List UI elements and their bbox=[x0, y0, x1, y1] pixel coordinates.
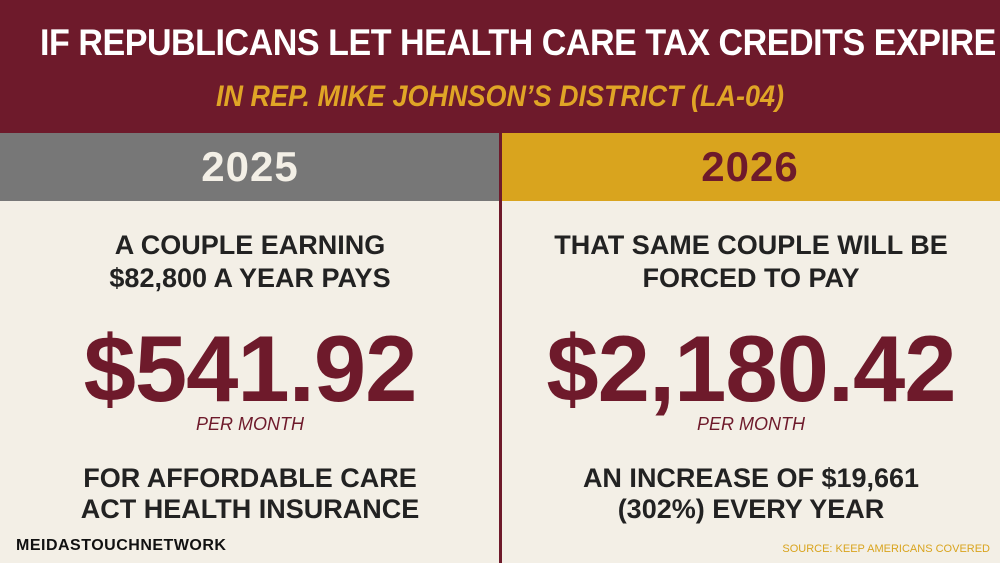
year-2026-header: 2026 bbox=[500, 133, 1000, 201]
lead-text-2026: THAT SAME COUPLE WILL BE FORCED TO PAY bbox=[502, 229, 1000, 295]
headline: IF REPUBLICANS LET HEALTH CARE TAX CREDI… bbox=[40, 22, 996, 63]
lead-line-1: THAT SAME COUPLE WILL BE bbox=[554, 230, 948, 260]
brand-logo-text: MEIDASTOUCHNETWORK bbox=[16, 537, 227, 554]
header-banner: IF REPUBLICANS LET HEALTH CARE TAX CREDI… bbox=[0, 0, 1000, 133]
source-credit: SOURCE: KEEP AMERICANS COVERED bbox=[782, 543, 990, 555]
amount-2026: $2,180.42 bbox=[546, 316, 956, 421]
per-month-label-2026: PER MONTH bbox=[697, 414, 805, 434]
tail-text-2026: AN INCREASE OF $19,661 (302%) EVERY YEAR bbox=[502, 463, 1000, 525]
tail-line-1: FOR AFFORDABLE CARE bbox=[83, 463, 417, 493]
column-2025: A COUPLE EARNING $82,800 A YEAR PAYS $54… bbox=[0, 201, 500, 563]
lead-line-2: FORCED TO PAY bbox=[642, 263, 860, 293]
tail-line-1: AN INCREASE OF $19,661 bbox=[582, 463, 920, 493]
column-divider bbox=[499, 133, 502, 563]
subheadline: IN REP. MIKE JOHNSON’S DISTRICT (LA-04) bbox=[215, 80, 785, 113]
tail-text-2025: FOR AFFORDABLE CARE ACT HEALTH INSURANCE bbox=[0, 463, 500, 525]
per-month-label-2025: PER MONTH bbox=[196, 414, 304, 434]
lead-line-2: $82,800 A YEAR PAYS bbox=[109, 263, 391, 293]
year-2025-header: 2025 bbox=[0, 133, 500, 201]
amount-2025: $541.92 bbox=[83, 316, 418, 421]
tail-line-2: (302%) EVERY YEAR bbox=[617, 494, 885, 524]
lead-text-2025: A COUPLE EARNING $82,800 A YEAR PAYS bbox=[0, 229, 500, 295]
column-2026: THAT SAME COUPLE WILL BE FORCED TO PAY $… bbox=[502, 201, 1000, 563]
tail-line-2: ACT HEALTH INSURANCE bbox=[80, 494, 420, 524]
lead-line-1: A COUPLE EARNING bbox=[114, 230, 386, 260]
